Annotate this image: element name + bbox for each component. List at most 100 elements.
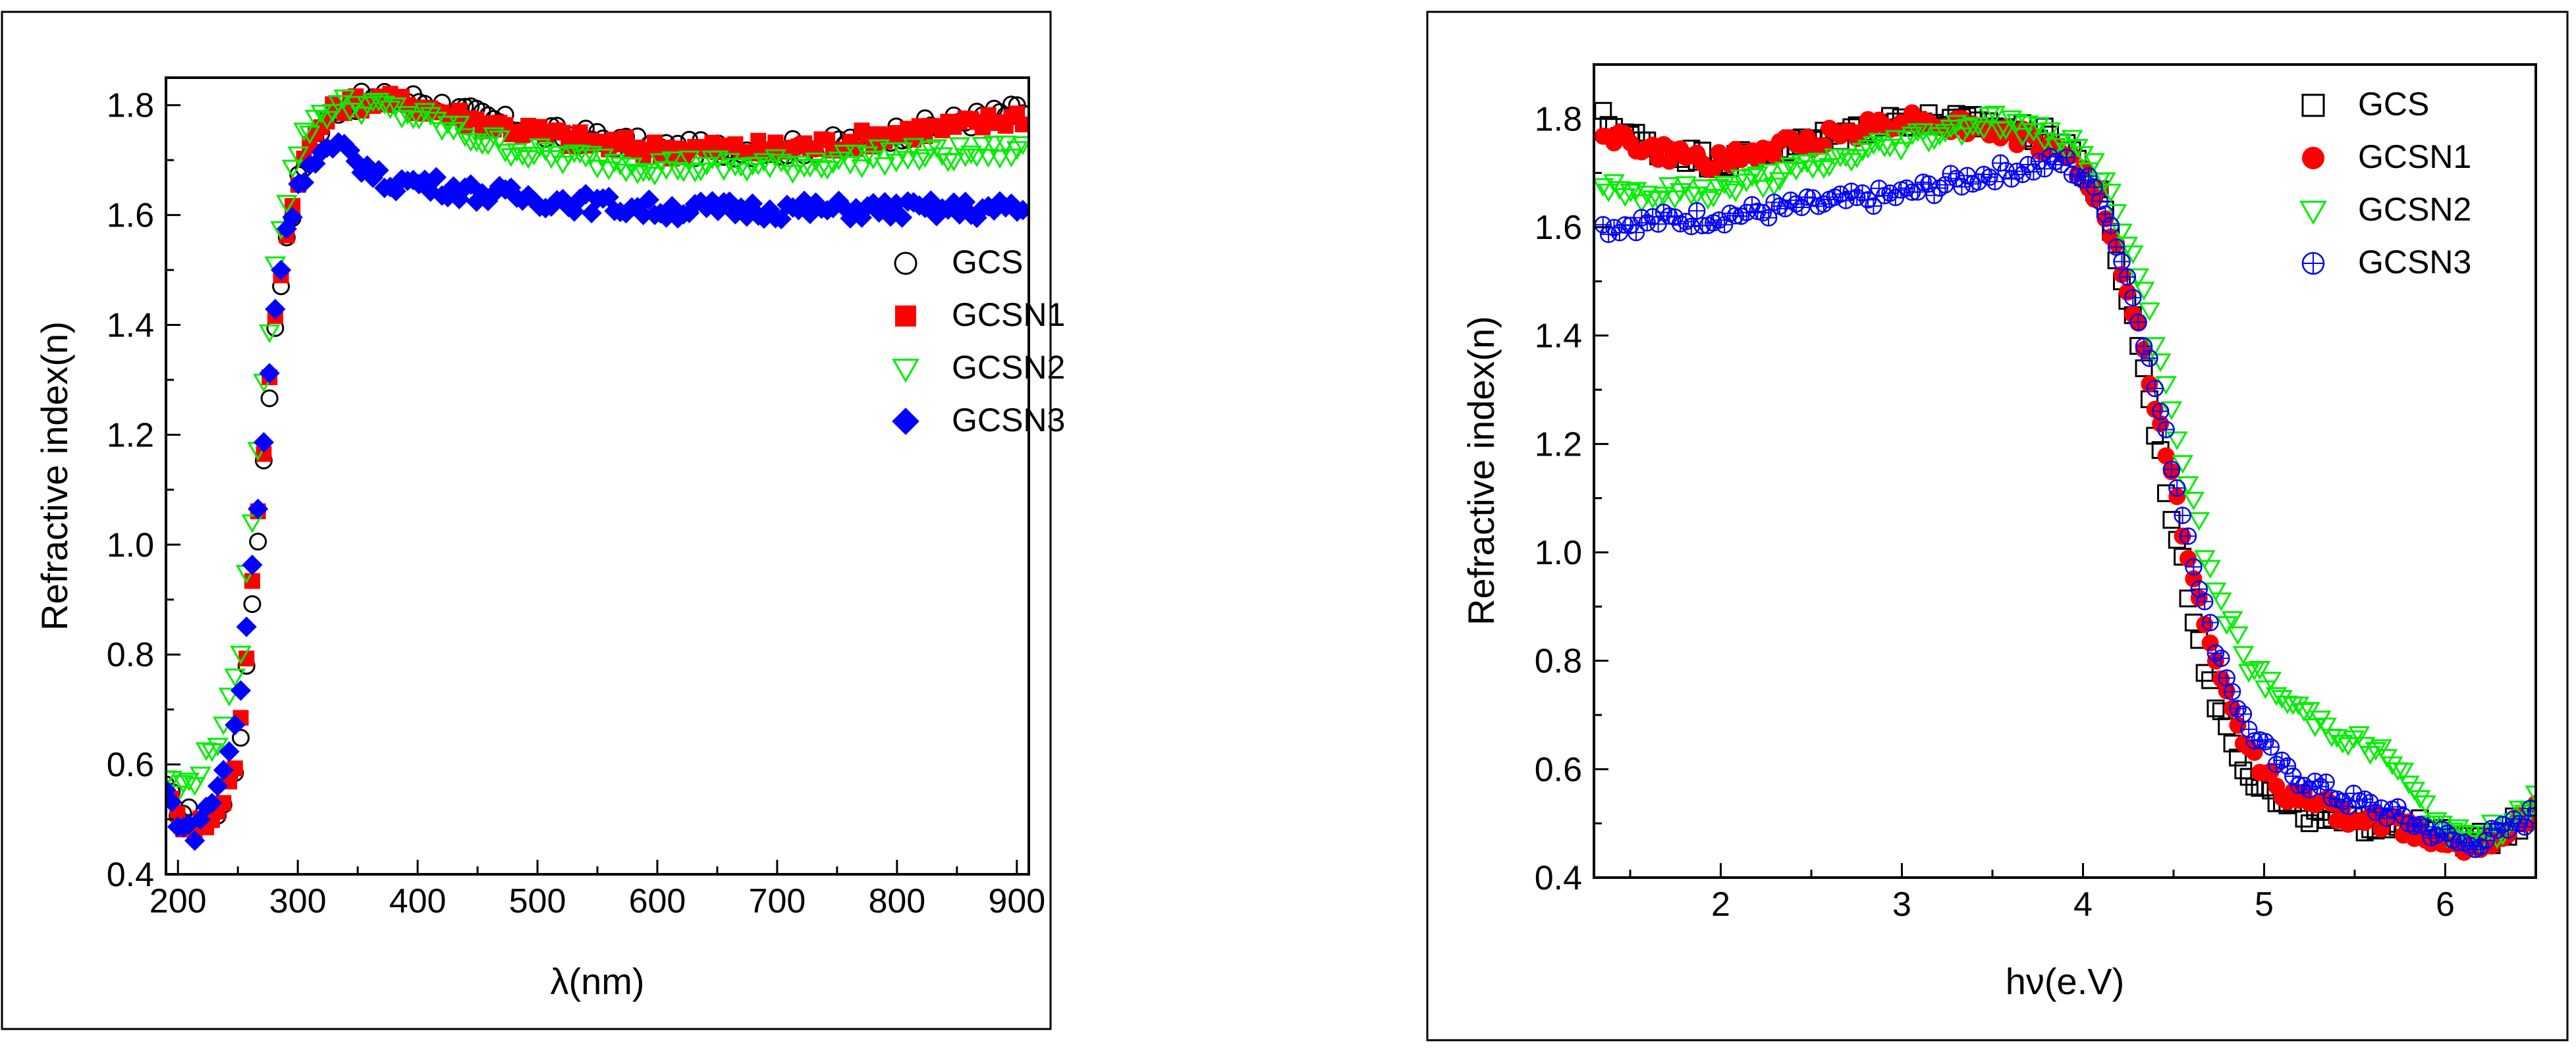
data-point bbox=[822, 155, 844, 174]
data-point bbox=[2262, 738, 2280, 756]
data-point bbox=[184, 830, 206, 851]
data-point bbox=[1934, 124, 1956, 143]
data-point bbox=[644, 167, 666, 186]
data-point bbox=[638, 189, 659, 211]
data-point bbox=[943, 153, 965, 172]
data-point bbox=[667, 161, 689, 181]
data-point bbox=[672, 163, 695, 182]
left-x-axis-title: λ(nm) bbox=[550, 961, 644, 1002]
data-point bbox=[1012, 136, 1029, 155]
data-point bbox=[166, 791, 182, 812]
data-point bbox=[1631, 194, 1653, 213]
left-x-tick-labels: 200 300 400 500 600 700 800 900 bbox=[150, 882, 1045, 920]
data-point bbox=[575, 184, 596, 205]
data-point bbox=[1730, 169, 1752, 188]
data-point bbox=[833, 144, 856, 164]
data-point bbox=[287, 146, 310, 166]
data-point bbox=[2343, 730, 2365, 750]
data-point bbox=[1759, 209, 1778, 227]
data-point bbox=[569, 145, 591, 164]
data-point bbox=[362, 167, 383, 188]
data-point bbox=[2083, 153, 2105, 172]
data-point bbox=[754, 208, 775, 229]
left-plot: 200 300 400 500 600 700 800 900 0.4 0.6 … bbox=[34, 76, 1065, 1002]
data-point bbox=[310, 105, 333, 124]
left-y-tick-label: 1.0 bbox=[107, 526, 154, 564]
data-point bbox=[2146, 379, 2164, 398]
data-point bbox=[581, 203, 602, 224]
data-point bbox=[236, 616, 257, 637]
data-point bbox=[2111, 223, 2133, 243]
data-point bbox=[275, 195, 298, 214]
data-point bbox=[2061, 130, 2083, 149]
data-point bbox=[501, 177, 522, 198]
data-point bbox=[834, 197, 855, 219]
right-y-tick-label: 0.8 bbox=[1535, 643, 1582, 681]
data-point bbox=[983, 200, 1004, 221]
data-point bbox=[678, 150, 700, 170]
legend-symbol-gcsn1 bbox=[2302, 147, 2324, 169]
data-point bbox=[219, 741, 240, 762]
data-point bbox=[2311, 778, 2330, 796]
data-point bbox=[248, 498, 269, 519]
data-point bbox=[2527, 806, 2536, 824]
data-point bbox=[753, 153, 775, 172]
data-point bbox=[730, 158, 752, 177]
data-point bbox=[2151, 402, 2170, 421]
data-point bbox=[2332, 735, 2354, 754]
data-point bbox=[1967, 117, 1989, 136]
data-point bbox=[391, 109, 413, 129]
data-point bbox=[1012, 199, 1029, 221]
left-x-tick-label: 800 bbox=[868, 882, 925, 920]
data-point bbox=[574, 149, 597, 168]
data-point bbox=[258, 324, 281, 344]
data-point bbox=[2201, 634, 2219, 652]
data-point bbox=[512, 190, 533, 211]
data-point bbox=[2188, 512, 2210, 531]
data-point bbox=[321, 103, 344, 123]
data-point bbox=[661, 151, 683, 171]
data-point bbox=[218, 687, 240, 707]
data-point bbox=[603, 153, 626, 173]
data-point bbox=[2183, 492, 2205, 511]
left-y-tick-label: 0.8 bbox=[107, 636, 154, 674]
left-x-tick-label: 200 bbox=[150, 882, 207, 920]
data-point bbox=[2284, 767, 2302, 785]
data-point bbox=[1973, 120, 1995, 140]
right-x-tick-label: 4 bbox=[2073, 885, 2093, 924]
data-point bbox=[2237, 664, 2260, 683]
data-point bbox=[1951, 127, 1973, 147]
data-point bbox=[344, 95, 367, 115]
right-y-tick-label: 1.4 bbox=[1535, 317, 1582, 356]
data-point bbox=[259, 363, 280, 384]
data-point bbox=[2389, 798, 2407, 816]
data-point bbox=[896, 151, 919, 170]
data-point bbox=[771, 209, 792, 230]
data-point bbox=[1594, 178, 1614, 198]
left-x-tick-label: 700 bbox=[749, 882, 806, 920]
data-point bbox=[2249, 661, 2271, 680]
data-point bbox=[483, 127, 505, 146]
left-legend-label: GCSN3 bbox=[952, 402, 1065, 438]
data-point bbox=[2193, 550, 2216, 569]
data-point bbox=[782, 165, 804, 184]
data-point bbox=[919, 140, 942, 160]
data-point bbox=[1984, 105, 2006, 125]
right-x-tick-labels: 2 3 4 5 6 bbox=[1711, 885, 2455, 924]
data-point bbox=[713, 162, 735, 181]
data-point bbox=[966, 207, 987, 228]
data-point bbox=[879, 142, 902, 161]
data-point bbox=[770, 153, 792, 172]
left-x-tick-label: 600 bbox=[629, 882, 686, 920]
data-point bbox=[420, 107, 442, 126]
data-point bbox=[2205, 582, 2227, 602]
left-plot-marks bbox=[166, 82, 1029, 851]
data-point bbox=[949, 204, 970, 225]
right-y-tick-label: 0.6 bbox=[1535, 751, 1582, 789]
data-point bbox=[2058, 148, 2075, 167]
data-point bbox=[345, 151, 366, 172]
data-point bbox=[626, 165, 649, 184]
data-point bbox=[351, 162, 372, 183]
right-chart-outer-frame bbox=[1426, 11, 2569, 1042]
data-point bbox=[322, 138, 343, 159]
